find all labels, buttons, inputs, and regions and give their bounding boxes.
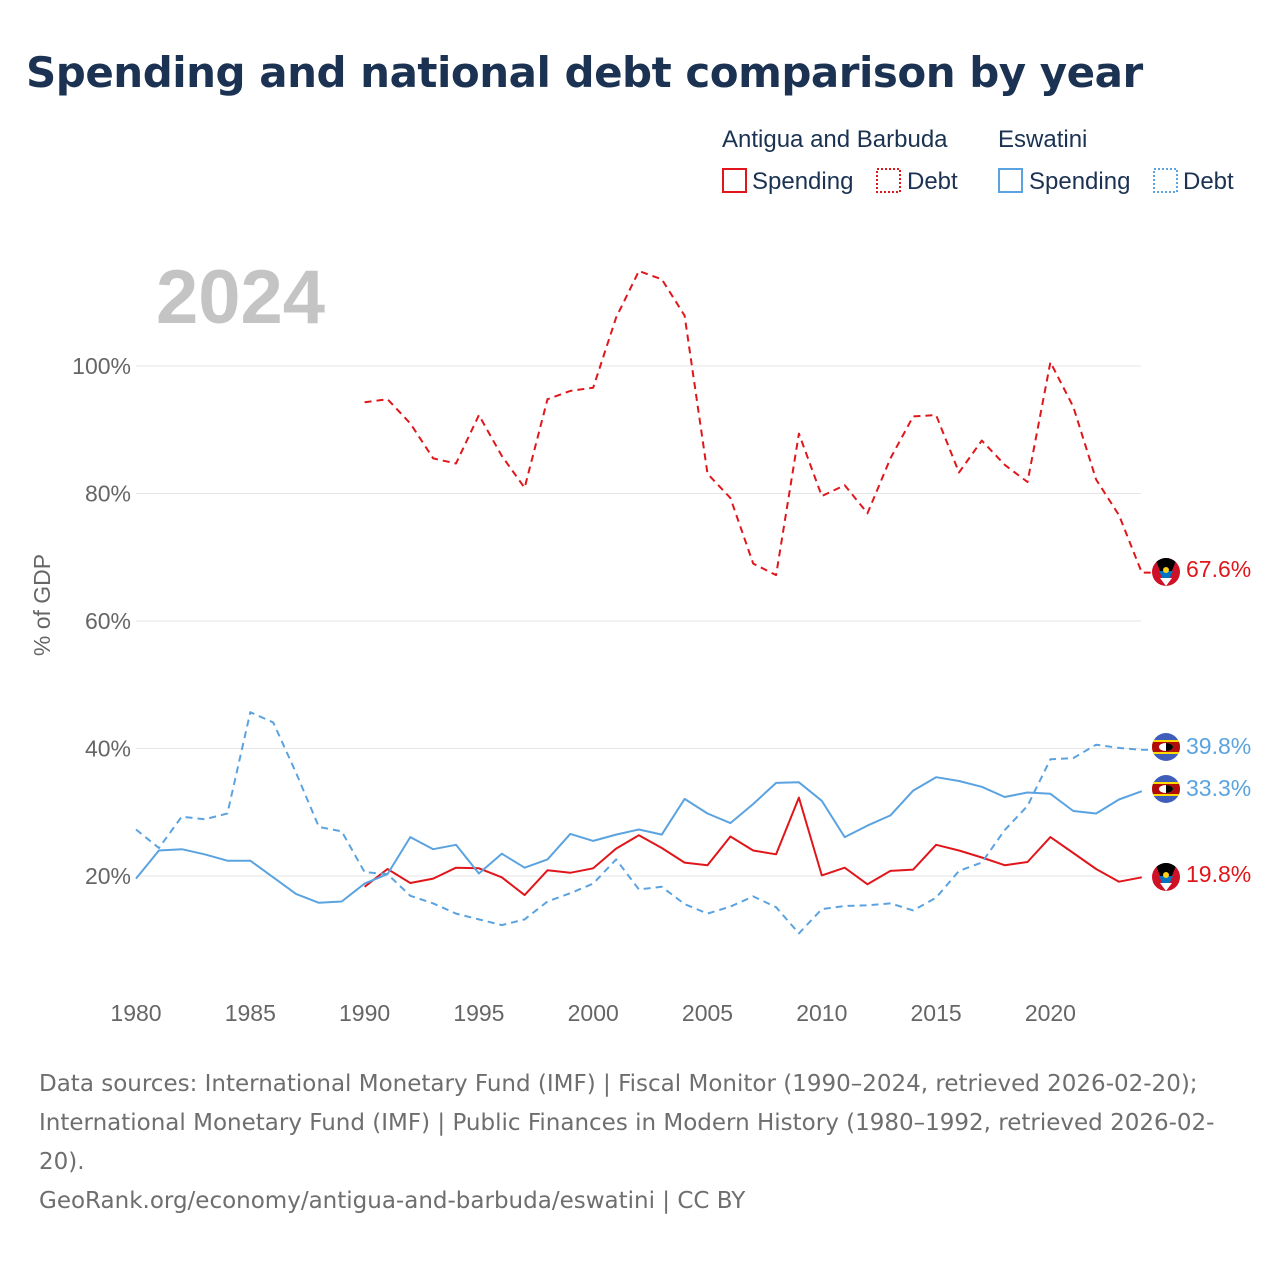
year-watermark: 2024 [156, 255, 325, 340]
x-tick-label: 1990 [339, 1000, 390, 1026]
legend-swatch-eswatini-debt [1153, 168, 1178, 193]
x-tick-labels: 1980 1985 1990 1995 2000 2005 2010 2015 2020 [110, 1000, 1076, 1026]
series-lines [135, 270, 1165, 935]
x-tick-label: 1985 [225, 1000, 276, 1026]
eswatini-flag-icon [1152, 733, 1180, 761]
legend-swatch-antigua-spending [722, 168, 747, 193]
series-line-antigua-and-barbuda-spending [363, 796, 1142, 897]
y-tick-label: 60% [85, 608, 131, 634]
series-line-eswatini-spending [135, 776, 1143, 904]
end-label-eswatini-spending: 33.3% [1186, 775, 1251, 801]
legend: Antigua and Barbuda Eswatini Spending De… [722, 126, 1234, 195]
antigua-flag-icon [1152, 863, 1180, 891]
end-label-eswatini-debt: 39.8% [1186, 733, 1251, 759]
y-tick-label: 100% [72, 353, 131, 379]
x-tick-label: 1980 [110, 1000, 161, 1026]
y-tick-label: 80% [85, 481, 131, 507]
gridlines [136, 365, 1141, 877]
credit-link[interactable]: GeoRank.org/economy/antigua-and-barbuda/… [39, 1188, 746, 1214]
chart-title: Spending and national debt comparison by… [26, 48, 1143, 97]
x-tick-label: 2020 [1025, 1000, 1076, 1026]
x-tick-label: 2000 [568, 1000, 619, 1026]
eswatini-flag-icon [1152, 775, 1180, 803]
y-axis-label: % of GDP [29, 554, 55, 656]
legend-swatch-antigua-debt [876, 168, 901, 193]
end-label-antigua-debt: 67.6% [1186, 556, 1251, 582]
legend-item-eswatini-debt: Debt [1183, 168, 1234, 195]
data-sources-note: Data sources: International Monetary Fun… [39, 1071, 1215, 1175]
y-tick-labels: 20% 40% 60% 80% 100% [72, 353, 131, 889]
legend-item-eswatini-spending: Spending [1029, 168, 1130, 195]
legend-group-eswatini: Eswatini [998, 126, 1087, 153]
series-line-antigua-and-barbuda-debt [364, 270, 1165, 577]
x-tick-label: 2010 [796, 1000, 847, 1026]
legend-swatch-eswatini-spending [998, 168, 1023, 193]
legend-group-antigua: Antigua and Barbuda [722, 126, 948, 153]
x-tick-label: 2005 [682, 1000, 733, 1026]
series-line-eswatini-debt [135, 711, 1165, 935]
legend-item-antigua-spending: Spending [752, 168, 853, 195]
y-tick-label: 20% [85, 863, 131, 889]
x-tick-label: 2015 [911, 1000, 962, 1026]
x-tick-label: 1995 [453, 1000, 504, 1026]
antigua-flag-icon [1152, 558, 1180, 586]
end-label-antigua-spending: 19.8% [1186, 861, 1251, 887]
end-labels: 67.6% 39.8% 33.3% 19.8% [1186, 556, 1251, 887]
legend-item-antigua-debt: Debt [907, 168, 958, 195]
y-tick-label: 40% [85, 736, 131, 762]
